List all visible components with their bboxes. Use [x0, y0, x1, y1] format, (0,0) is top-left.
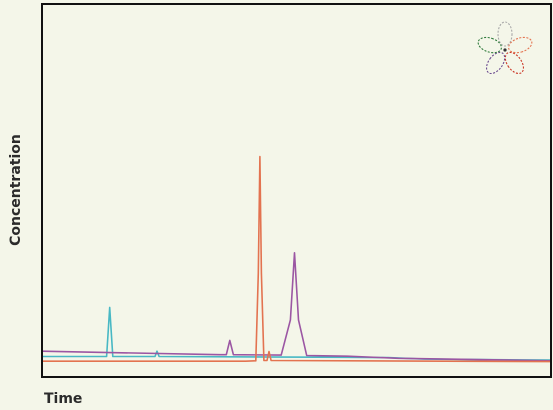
logo-petal — [477, 36, 502, 54]
logo-petal — [497, 21, 513, 47]
series-line-2 — [41, 252, 552, 362]
plot-frame — [41, 3, 552, 378]
logo-petal — [504, 51, 525, 75]
series-line-3 — [42, 155, 552, 363]
logo-center — [503, 48, 507, 52]
y-axis-label: Concentration — [8, 134, 24, 246]
x-axis-label: Time — [44, 391, 82, 407]
series-layer — [41, 155, 552, 363]
logo-petal — [485, 51, 506, 75]
flower-logo-icon — [477, 21, 533, 75]
plot-background — [42, 4, 551, 377]
logo-petal — [508, 36, 533, 54]
